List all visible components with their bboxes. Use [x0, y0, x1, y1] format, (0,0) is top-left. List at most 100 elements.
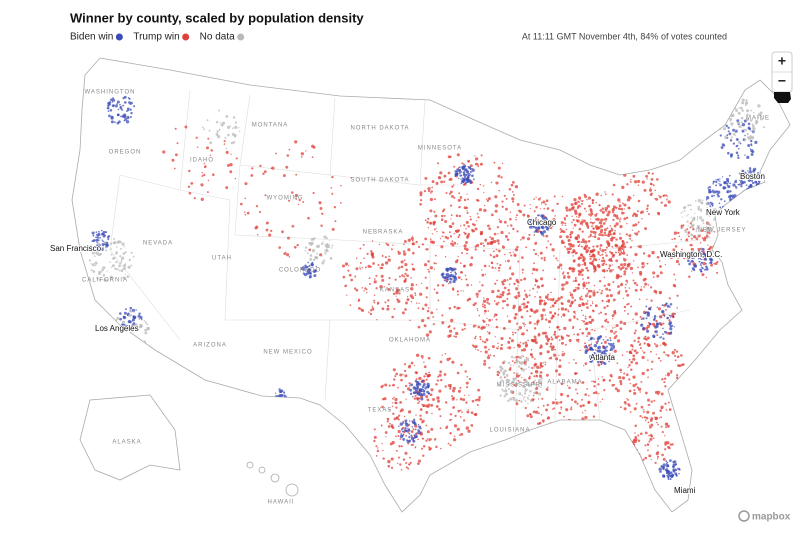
county-dot: [531, 355, 534, 359]
county-dot: [466, 210, 468, 212]
county-dot: [591, 302, 594, 305]
county-dot: [702, 222, 705, 225]
county-dot: [747, 170, 749, 172]
county-dot: [586, 388, 589, 390]
county-dot: [268, 233, 272, 237]
county-dot: [530, 225, 533, 228]
county-dot: [510, 254, 513, 257]
county-dot: [610, 257, 612, 259]
county-dot: [521, 332, 525, 336]
county-dot: [563, 326, 567, 331]
county-dot: [490, 237, 494, 241]
county-dot: [706, 232, 709, 236]
county-dot: [507, 288, 510, 292]
county-dot: [727, 185, 731, 189]
county-dot: [511, 380, 515, 384]
county-dot: [110, 120, 114, 124]
county-dot: [445, 272, 450, 277]
county-dot: [455, 214, 459, 217]
county-dot: [373, 439, 376, 443]
alaska-outline: [79, 394, 181, 481]
county-dot: [520, 349, 524, 352]
county-dot: [126, 347, 129, 350]
county-dot: [605, 246, 608, 249]
county-dot: [729, 182, 732, 185]
county-dot: [129, 310, 133, 313]
state-label: ARIZONA: [193, 343, 227, 349]
county-dot: [647, 212, 651, 216]
county-dot: [443, 180, 446, 183]
county-dot: [730, 136, 733, 139]
county-dot: [325, 237, 328, 240]
county-dot: [106, 270, 108, 272]
county-dot: [101, 268, 104, 272]
county-dot: [723, 181, 727, 185]
county-dot: [579, 349, 581, 352]
county-dot: [524, 400, 527, 402]
county-dot: [439, 360, 443, 364]
county-dot: [703, 236, 707, 240]
county-dot: [118, 262, 121, 265]
county-dot: [419, 408, 423, 411]
county-dot: [535, 226, 537, 228]
county-dot: [647, 359, 649, 361]
county-dot: [453, 335, 456, 338]
county-dot: [667, 401, 670, 404]
county-dot: [471, 174, 474, 177]
county-dot: [587, 281, 590, 284]
county-dot: [551, 338, 554, 341]
county-dot: [717, 224, 720, 227]
state-label: NORTH DAKOTA: [350, 126, 409, 132]
county-dot: [450, 218, 452, 220]
zoom-out[interactable]: −: [778, 73, 786, 89]
county-dot: [618, 285, 621, 287]
county-dot: [680, 227, 683, 229]
county-dot: [359, 247, 362, 250]
county-dot: [638, 270, 643, 275]
county-dot: [564, 352, 566, 354]
county-dot: [676, 307, 679, 309]
county-dot: [530, 400, 532, 402]
county-dot: [573, 299, 577, 302]
county-dot: [597, 383, 600, 386]
county-dot: [643, 286, 645, 288]
county-dot: [529, 289, 531, 292]
county-dot: [280, 394, 284, 397]
county-dot: [642, 252, 646, 255]
county-dot: [417, 429, 419, 431]
county-dot: [741, 169, 745, 173]
county-dot: [660, 316, 662, 318]
zoom-in[interactable]: +: [778, 53, 786, 69]
county-dot: [108, 114, 111, 118]
county-dot: [755, 188, 757, 191]
county-dot: [445, 401, 448, 404]
county-dot: [623, 173, 627, 177]
county-dot: [713, 262, 716, 265]
county-dot: [533, 391, 536, 395]
county-dot: [637, 434, 640, 437]
county-dot: [658, 322, 661, 324]
county-dot: [499, 380, 502, 382]
county-dot: [430, 190, 434, 193]
county-dot: [441, 210, 445, 213]
county-dot: [639, 391, 641, 393]
county-dot: [463, 244, 467, 248]
county-dot: [677, 256, 680, 259]
county-dot: [431, 412, 433, 415]
county-dot: [740, 116, 744, 120]
county-dot: [630, 352, 633, 355]
county-dot: [677, 467, 681, 471]
reset-view[interactable]: [774, 92, 791, 103]
county-dot: [680, 224, 684, 228]
county-dot: [729, 190, 732, 193]
county-dot: [524, 388, 528, 392]
county-dot: [402, 437, 406, 441]
county-dot: [504, 234, 508, 239]
county-dot: [390, 248, 393, 251]
county-dot: [388, 277, 391, 280]
county-dot: [425, 333, 430, 337]
county-dot: [547, 416, 550, 419]
county-dot: [613, 215, 615, 217]
county-dot: [493, 354, 495, 357]
state-label: LOUISIANA: [489, 428, 530, 434]
